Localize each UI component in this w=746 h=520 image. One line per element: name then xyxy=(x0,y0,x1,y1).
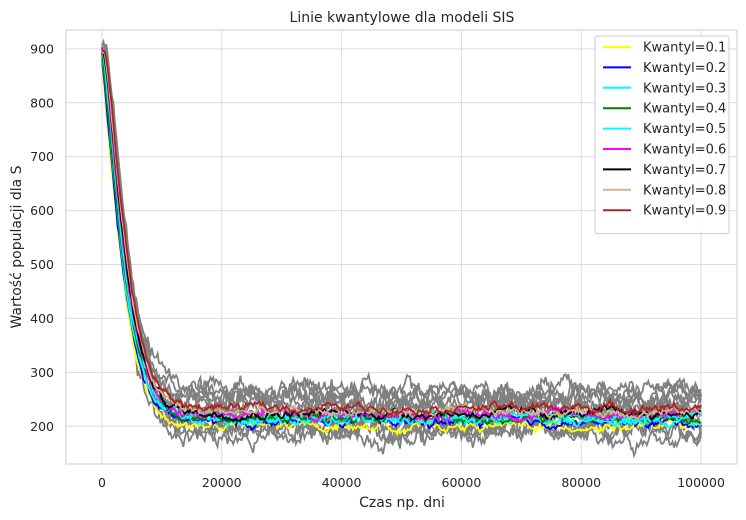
x-tick-label: 0 xyxy=(98,475,106,490)
legend-label: Kwantyl=0.4 xyxy=(643,102,726,117)
y-tick-label: 700 xyxy=(30,149,54,164)
simulation-line xyxy=(101,48,702,411)
legend-box xyxy=(594,35,730,235)
x-tick-label: 20000 xyxy=(202,475,242,490)
y-axis-label: Wartość populacji dla S xyxy=(9,165,25,328)
y-tick-label: 800 xyxy=(30,95,54,110)
y-tick-label: 200 xyxy=(30,419,54,434)
y-tick-label: 400 xyxy=(30,311,54,326)
x-axis: 0 20000 40000 60000 80000 100000 xyxy=(98,475,725,490)
quantile-lines xyxy=(101,45,702,437)
legend-label: Kwantyl=0.7 xyxy=(643,163,726,178)
y-axis: 200 300 400 500 600 700 800 900 xyxy=(30,41,54,433)
legend-label: Kwantyl=0.1 xyxy=(643,41,726,56)
x-tick-label: 100000 xyxy=(677,475,725,490)
y-tick-label: 500 xyxy=(30,257,54,272)
legend-label: Kwantyl=0.5 xyxy=(643,122,726,137)
x-tick-label: 60000 xyxy=(442,475,482,490)
y-tick-label: 900 xyxy=(30,41,54,56)
legend-label: Kwantyl=0.8 xyxy=(643,183,726,198)
simulation-line xyxy=(101,46,702,410)
legend-label: Kwantyl=0.2 xyxy=(643,61,726,76)
y-tick-label: 300 xyxy=(30,365,54,380)
quantile-line xyxy=(101,59,702,429)
legend-label: Kwantyl=0.9 xyxy=(643,204,726,219)
x-tick-label: 40000 xyxy=(322,475,362,490)
legend-label: Kwantyl=0.6 xyxy=(643,143,726,158)
legend-label: Kwantyl=0.3 xyxy=(643,81,726,96)
quantile-line xyxy=(101,49,702,419)
y-tick-label: 600 xyxy=(30,203,54,218)
chart-title: Linie kwantylowe dla modeli SIS xyxy=(290,10,515,26)
x-axis-label: Czas np. dni xyxy=(359,495,445,511)
x-tick-label: 80000 xyxy=(561,475,601,490)
legend: Kwantyl=0.1 Kwantyl=0.2 Kwantyl=0.3 Kwantyl… xyxy=(594,35,730,235)
plot-frame xyxy=(65,29,738,465)
